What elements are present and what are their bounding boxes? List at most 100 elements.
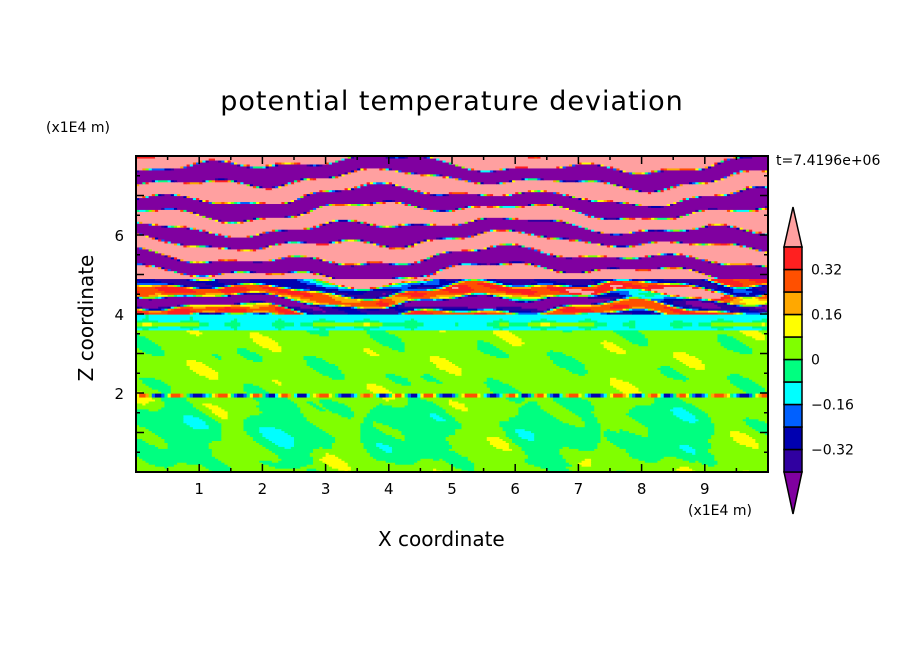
contour-cell [647,339,719,343]
contour-cell [309,365,339,368]
contour-cell [192,227,197,230]
contour-cell [360,221,365,224]
contour-cell [429,256,567,260]
contour-cell [714,290,719,293]
contour-cell [587,284,592,287]
contour-cell [281,185,355,189]
contour-cell [531,394,535,398]
contour-cell [319,371,342,374]
contour-cell [483,217,488,220]
contour-cell [192,274,197,278]
contour-cell [379,428,399,432]
contour-cell [698,270,703,274]
contour-cell [591,460,646,463]
contour-cell [192,260,197,264]
contour-cell [338,468,352,471]
contour-cell [726,292,731,295]
contour-cell [136,396,153,400]
contour-cell [401,290,406,293]
contour-cell [758,296,769,299]
contour-cell [252,248,257,252]
contour-cell [505,181,605,185]
contour-cell [540,466,567,469]
contour-cell [707,464,715,467]
contour-cell [328,375,346,378]
contour-cell [218,233,222,236]
contour-cell [663,394,671,398]
contour-cell [546,410,573,414]
contour-cell [136,290,140,293]
contour-cell [177,207,314,210]
contour-cell [407,310,412,313]
contour-cell [742,244,747,248]
contour-cell [673,377,690,380]
contour-cell [271,272,282,276]
contour-cell [312,404,320,408]
contour-cell [467,278,472,282]
contour-cell [275,284,279,287]
contour-cell [584,363,687,366]
contour-cell [439,329,447,333]
contour-cell [657,229,665,232]
contour-cell [259,442,276,445]
contour-cell [294,254,301,258]
contour-cell [142,308,147,311]
contour-cell [654,169,658,173]
contour-cell [755,294,760,297]
contour-cell [581,288,611,291]
contour-cell [581,393,586,396]
colorbar-box [783,381,803,406]
contour-cell [505,430,516,434]
contour-cell [704,272,769,276]
contour-cell [685,363,706,366]
contour-cell [145,181,150,185]
contour-cell [736,294,756,297]
contour-cell [635,256,640,260]
contour-cell [603,339,608,343]
contour-cell [635,189,640,193]
contour-cell [723,327,763,331]
contour-cell [360,306,365,309]
contour-cell [496,288,532,291]
contour-cell [565,282,595,285]
contour-cell [331,410,355,414]
contour-cell [354,393,358,396]
contour-cell [726,193,731,197]
contour-cell [221,357,248,361]
contour-cell [136,205,320,208]
contour-cell [205,199,210,203]
contour-cell [363,183,368,187]
contour-cell [698,296,703,299]
contour-cell [136,175,330,179]
contour-cell [591,393,602,396]
contour-cell [382,306,387,309]
contour-cell [470,167,475,171]
contour-cell [379,325,406,329]
contour-cell [452,404,466,408]
contour-cell [739,339,769,343]
contour-cell [512,260,523,264]
contour-cell [745,286,750,289]
contour-cell [145,426,194,430]
contour-cell [518,242,598,246]
contour-cell [717,207,756,210]
contour-cell [312,394,317,398]
contour-cell [369,353,380,357]
contour-cell [395,300,403,303]
contour-cell [534,156,538,159]
contour-cell [312,256,317,260]
contour-cell [565,406,595,410]
contour-cell [417,393,421,396]
contour-cell [300,296,333,299]
contour-cell [749,434,769,438]
contour-cell [502,308,538,311]
contour-cell [682,379,687,382]
contour-cell [651,290,655,293]
contour-cell [271,258,276,262]
contour-cell [363,292,384,295]
contour-cell [470,248,475,252]
contour-cell [401,383,412,386]
contour-cell [420,191,425,195]
contour-cell [578,225,583,228]
contour-cell [610,381,630,384]
